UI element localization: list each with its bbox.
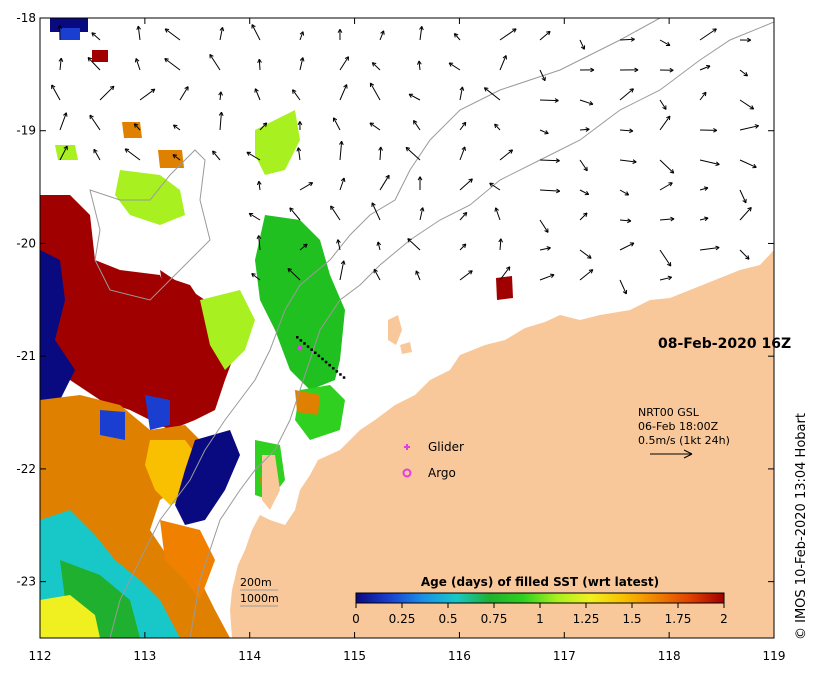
colorbar-tick-label: 1 <box>536 612 544 626</box>
y-tick-label: -19 <box>16 124 36 138</box>
sst-age-region <box>60 28 80 40</box>
colorbar-tick-label: 1.25 <box>573 612 600 626</box>
current-source: NRT00 GSL <box>638 406 700 419</box>
glider-track-point <box>332 367 335 370</box>
credit-text: © IMOS 10-Feb-2020 13:04 Hobart <box>794 413 809 640</box>
plot-area <box>40 18 774 638</box>
glider-position <box>298 346 303 351</box>
glider-track-point <box>314 352 317 355</box>
date-label: 08-Feb-2020 16Z <box>658 336 791 352</box>
sst-age-region <box>122 122 142 138</box>
x-tick-label: 119 <box>763 649 786 663</box>
x-tick-label: 118 <box>658 649 681 663</box>
glider-track-point <box>296 336 299 339</box>
y-tick-label: -23 <box>16 575 36 589</box>
sst-age-region <box>100 410 125 440</box>
y-tick-label: -22 <box>16 462 36 476</box>
glider-track-point <box>303 342 306 345</box>
colorbar-bar <box>356 593 724 603</box>
current-scale: 0.5m/s (1kt 24h) <box>638 434 730 447</box>
glider-track-point <box>339 373 342 376</box>
glider-track-point <box>300 339 303 342</box>
colorbar-tick-label: 0 <box>352 612 360 626</box>
x-tick-label: 112 <box>29 649 52 663</box>
sst-age-region <box>496 276 513 300</box>
glider-track-point <box>307 345 310 348</box>
y-tick-label: -20 <box>16 236 36 250</box>
colorbar-title: Age (days) of filled SST (wrt latest) <box>421 575 659 589</box>
x-tick-label: 113 <box>133 649 156 663</box>
y-tick-label: -18 <box>16 11 36 25</box>
current-vector <box>540 100 558 101</box>
glider-track-point <box>343 376 346 379</box>
colorbar-tick-label: 2 <box>720 612 728 626</box>
sst-age-region <box>92 50 108 62</box>
y-tick-label: -21 <box>16 349 36 363</box>
x-tick-label: 115 <box>343 649 366 663</box>
current-vector <box>620 39 635 40</box>
x-tick-label: 117 <box>553 649 576 663</box>
colorbar-tick-label: 1.75 <box>665 612 692 626</box>
colorbar-tick-label: 0.25 <box>389 612 416 626</box>
glider-track-point <box>325 361 328 364</box>
argo-label: Argo <box>428 466 456 480</box>
contour-1000m-label: 1000m <box>240 592 279 605</box>
colorbar-tick-label: 1.5 <box>622 612 641 626</box>
x-tick-label: 116 <box>448 649 471 663</box>
contour-200m-label: 200m <box>240 576 272 589</box>
x-tick-label: 114 <box>238 649 261 663</box>
glider-track-point <box>328 364 331 367</box>
colorbar-tick-label: 0.75 <box>481 612 508 626</box>
glider-track-point <box>336 370 339 373</box>
colorbar-tick-label: 0.5 <box>438 612 457 626</box>
glider-label: Glider <box>428 440 464 454</box>
glider-track-point <box>321 358 324 361</box>
current-time: 06-Feb 18:00Z <box>638 420 719 433</box>
glider-track-point <box>310 348 313 351</box>
glider-track-point <box>318 355 321 358</box>
